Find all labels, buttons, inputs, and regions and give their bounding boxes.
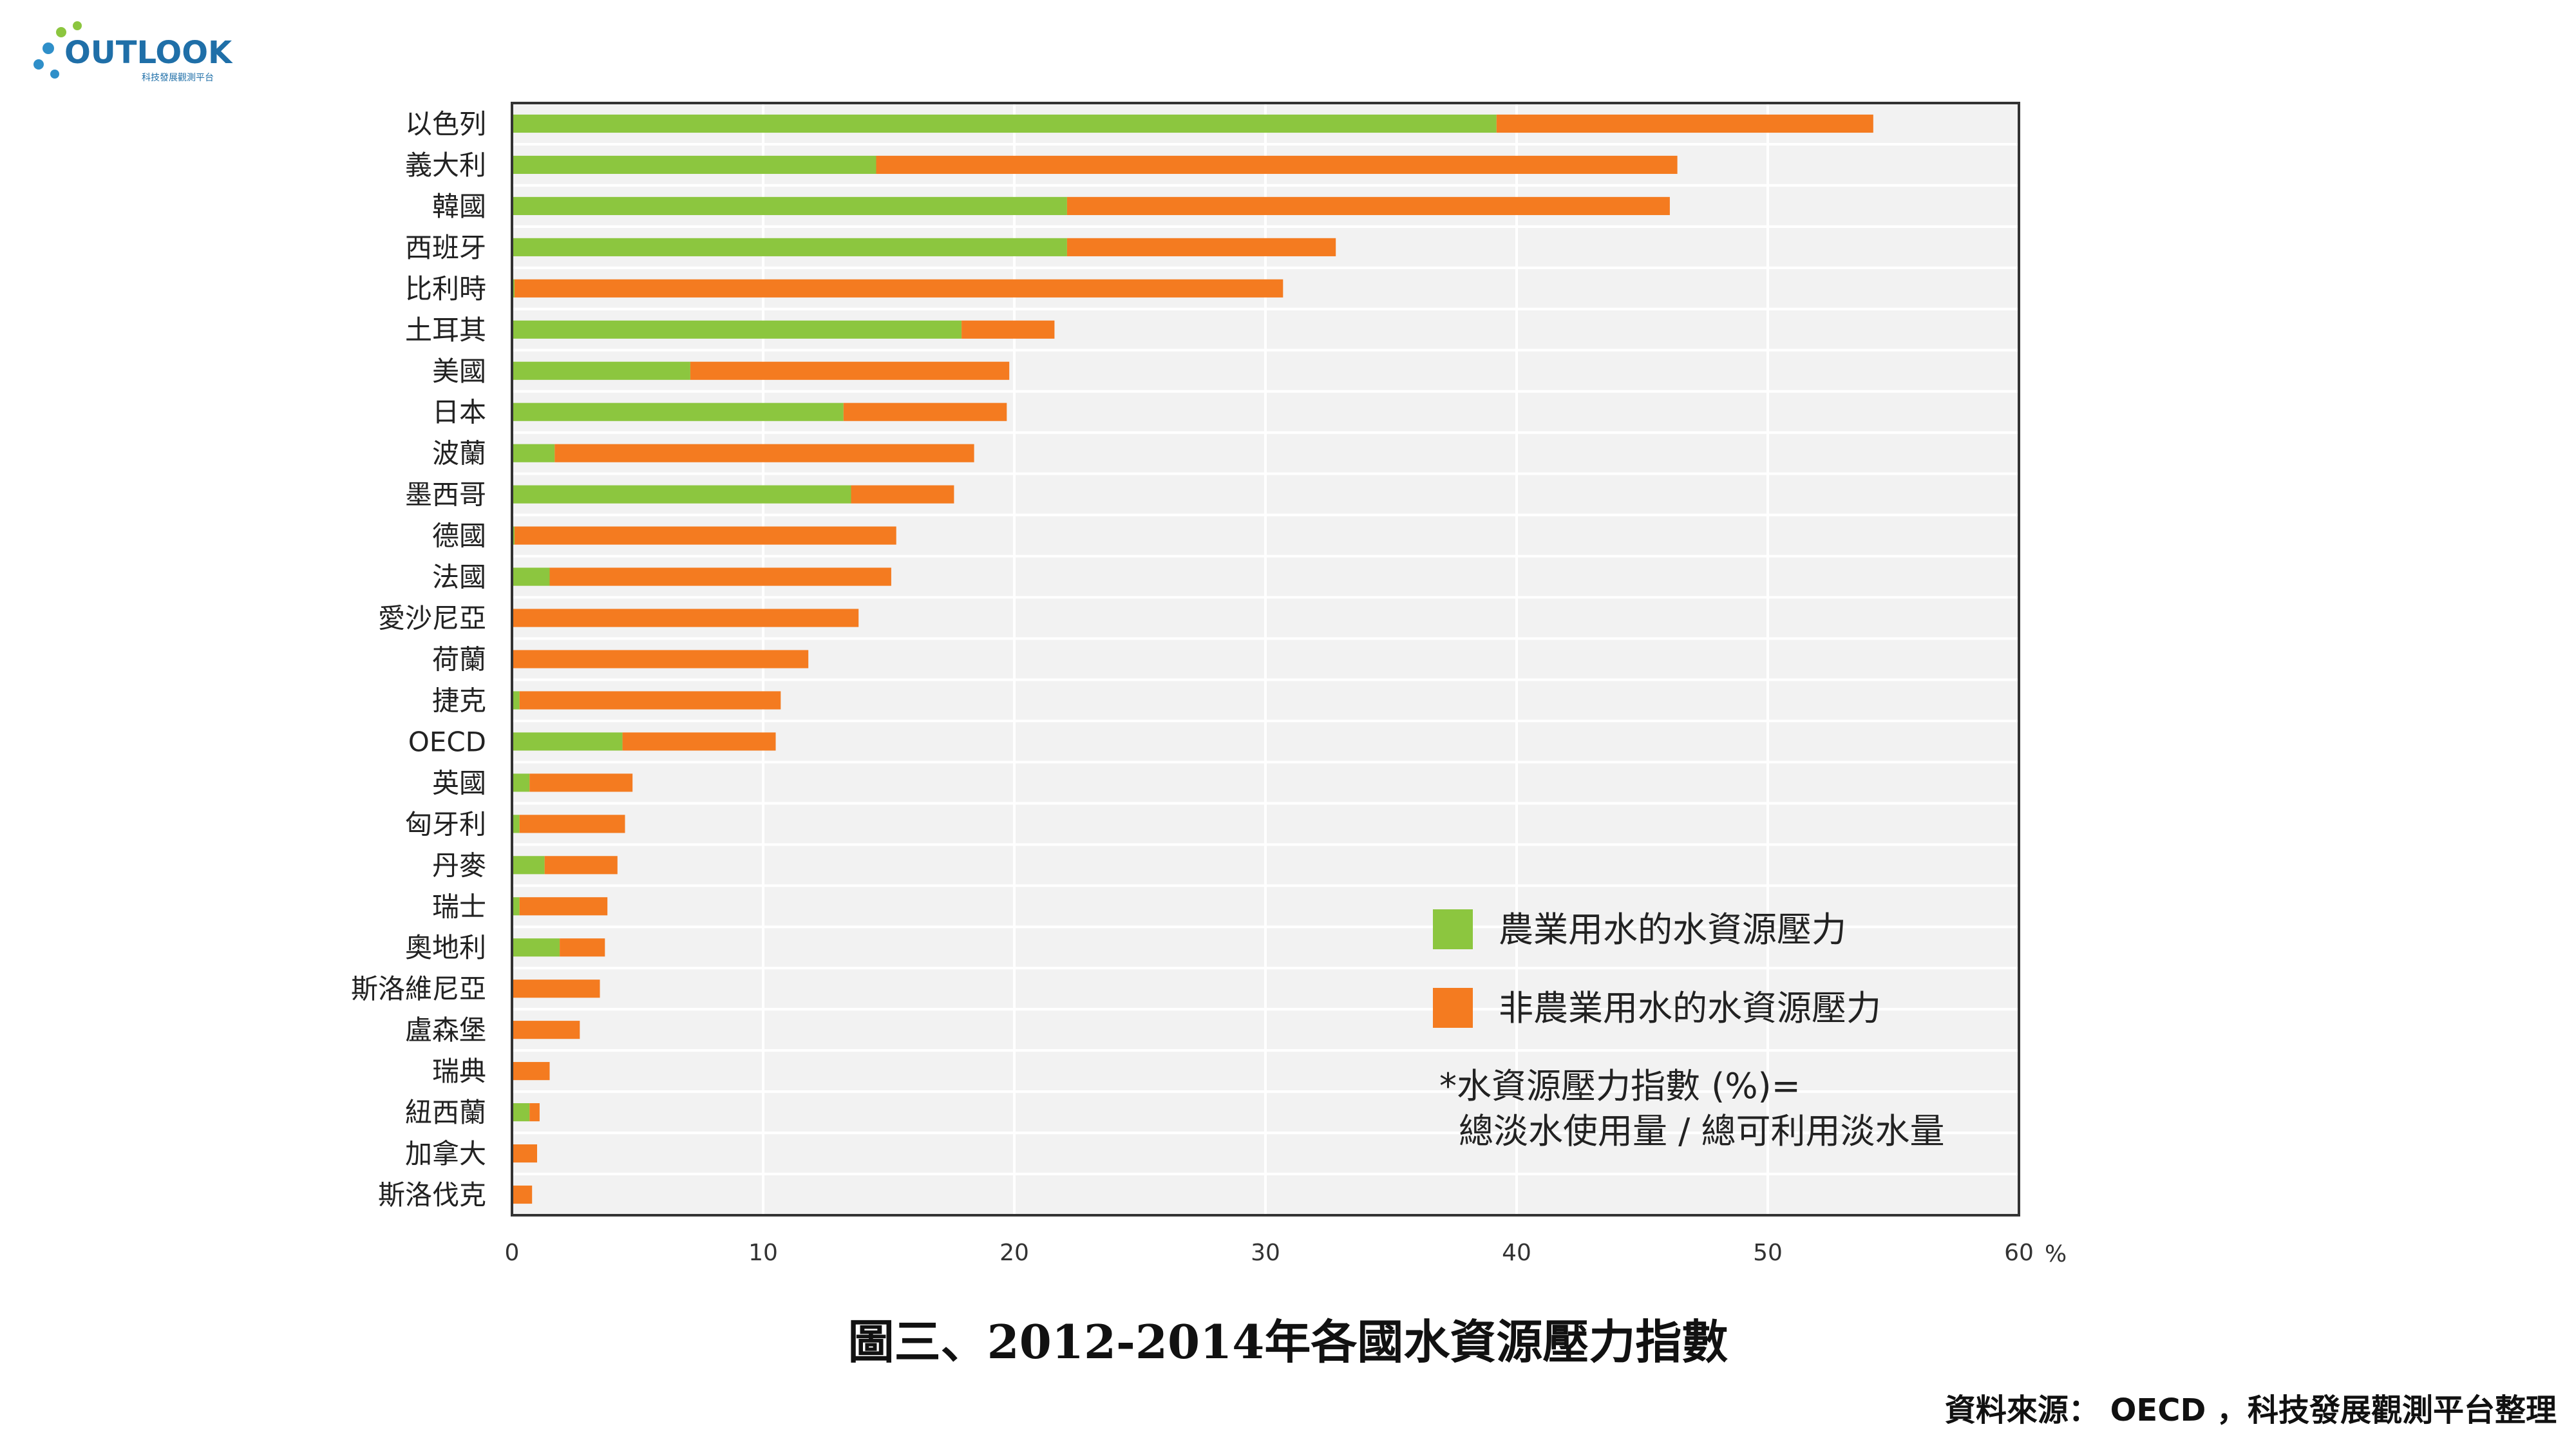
x-tick-label: 60 bbox=[2004, 1240, 2034, 1266]
bar-segment-non-agricultural bbox=[512, 1185, 533, 1204]
x-tick-labels: 0 10 20 30 40 50 60 bbox=[505, 1240, 2034, 1266]
category-label: 波蘭 bbox=[432, 438, 486, 469]
bar-segment-agricultural bbox=[512, 856, 545, 875]
bar-segment-agricultural bbox=[512, 444, 555, 462]
bar-segment-agricultural bbox=[512, 691, 520, 710]
bar-segment-agricultural bbox=[512, 815, 520, 833]
bar-segment-non-agricultural bbox=[1066, 238, 1336, 256]
category-label: 美國 bbox=[432, 355, 486, 387]
category-label: 西班牙 bbox=[405, 232, 486, 263]
bar-segment-non-agricultural bbox=[512, 1144, 537, 1163]
category-label: 義大利 bbox=[405, 149, 486, 181]
bar-segment-non-agricultural bbox=[554, 444, 974, 462]
plot-border bbox=[511, 102, 2020, 1217]
bar-segment-agricultural bbox=[512, 320, 962, 339]
bar-segment-agricultural bbox=[512, 155, 876, 175]
bars bbox=[512, 114, 1873, 1204]
legend-label-non-agricultural: 非農業用水的水資源壓力 bbox=[1499, 988, 1881, 1028]
bar-segment-non-agricultural bbox=[1496, 114, 1873, 133]
note-formula-line1: *水資源壓力指數 (%)= bbox=[1439, 1066, 1801, 1106]
bar-segment-non-agricultural bbox=[851, 485, 954, 504]
category-label: 加拿大 bbox=[405, 1138, 486, 1170]
bar-segment-non-agricultural bbox=[690, 361, 1010, 380]
category-label: 以色列 bbox=[405, 108, 486, 140]
bar-segment-non-agricultural bbox=[529, 773, 633, 792]
category-label: OECD bbox=[408, 726, 486, 757]
category-label: 紐西蘭 bbox=[405, 1097, 486, 1128]
bar-segment-non-agricultural bbox=[512, 1062, 550, 1081]
note-formula-line2: 總淡水使用量 / 總可利用淡水量 bbox=[1459, 1111, 1945, 1151]
category-label: 捷克 bbox=[432, 685, 486, 716]
category-label: 匈牙利 bbox=[405, 808, 486, 840]
bar-segment-non-agricultural bbox=[514, 526, 896, 545]
bar-segment-agricultural bbox=[512, 938, 560, 957]
bar-segment-non-agricultural bbox=[512, 1021, 580, 1039]
logo-mark bbox=[33, 21, 82, 79]
x-tick-label: 20 bbox=[999, 1240, 1029, 1266]
bar-segment-non-agricultural bbox=[544, 856, 618, 875]
category-label: 英國 bbox=[432, 767, 486, 799]
category-label: 瑞士 bbox=[432, 891, 486, 922]
bar-segment-agricultural bbox=[512, 567, 550, 586]
bar-segment-agricultural bbox=[512, 361, 690, 380]
bar-segment-agricultural bbox=[512, 485, 851, 504]
bar-segment-non-agricultural bbox=[549, 567, 891, 586]
category-label: 土耳其 bbox=[405, 314, 486, 346]
source-note: 資料來源： OECD ，科技發展觀測平台整理 bbox=[1944, 1392, 2557, 1428]
bar-segment-non-agricultural bbox=[843, 402, 1007, 421]
bar-segment-agricultural bbox=[512, 114, 1497, 133]
legend-swatch-non-agricultural bbox=[1433, 988, 1473, 1028]
category-label: 丹麥 bbox=[432, 849, 486, 881]
bar-segment-agricultural bbox=[512, 196, 1067, 215]
bar-segment-non-agricultural bbox=[514, 279, 1283, 298]
category-label: 比利時 bbox=[405, 273, 486, 305]
bar-segment-non-agricultural bbox=[529, 1103, 540, 1122]
bar-segment-non-agricultural bbox=[1066, 196, 1670, 215]
bar-segment-non-agricultural bbox=[560, 938, 605, 957]
bar-segment-agricultural bbox=[512, 732, 623, 751]
bar-segment-non-agricultural bbox=[512, 609, 859, 627]
x-unit-label: % bbox=[2045, 1241, 2067, 1267]
x-tick-label: 10 bbox=[748, 1240, 778, 1266]
bar-segment-non-agricultural bbox=[512, 650, 809, 668]
logo-text: OUTLOOK bbox=[64, 35, 233, 71]
x-tick-label: 50 bbox=[1753, 1240, 1783, 1266]
category-label: 日本 bbox=[432, 397, 486, 428]
figure-caption: 圖三、2012-2014年各國水資源壓力指數 bbox=[848, 1314, 1728, 1369]
bar-segment-non-agricultural bbox=[512, 980, 600, 998]
bar-segment-non-agricultural bbox=[622, 732, 776, 751]
category-label: 奧地利 bbox=[405, 932, 486, 963]
category-label: 斯洛伐克 bbox=[378, 1179, 486, 1211]
x-tick-label: 30 bbox=[1251, 1240, 1280, 1266]
category-label: 愛沙尼亞 bbox=[378, 603, 486, 634]
category-label: 韓國 bbox=[432, 191, 486, 222]
grid bbox=[512, 103, 2019, 1215]
category-label: 盧森堡 bbox=[405, 1014, 486, 1046]
category-label: 法國 bbox=[432, 562, 486, 593]
bar-segment-non-agricultural bbox=[519, 897, 608, 916]
bar-segment-non-agricultural bbox=[519, 815, 625, 833]
category-label: 德國 bbox=[432, 520, 486, 552]
legend: 農業用水的水資源壓力 非農業用水的水資源壓力 bbox=[1433, 909, 1881, 1028]
bar-segment-non-agricultural bbox=[961, 320, 1055, 339]
category-label: 斯洛維尼亞 bbox=[351, 973, 486, 1005]
legend-label-agricultural: 農業用水的水資源壓力 bbox=[1499, 909, 1846, 950]
x-tick-label: 40 bbox=[1502, 1240, 1531, 1266]
category-label: 荷蘭 bbox=[432, 644, 486, 676]
category-label: 瑞典 bbox=[432, 1056, 486, 1087]
bar-segment-non-agricultural bbox=[519, 691, 781, 710]
bar-segment-agricultural bbox=[512, 402, 844, 421]
outlook-logo: OUTLOOK 科技發展觀測平台 bbox=[33, 21, 233, 83]
bar-segment-non-agricultural bbox=[876, 155, 1678, 175]
category-label: 墨西哥 bbox=[405, 479, 486, 511]
logo-subtext: 科技發展觀測平台 bbox=[142, 73, 214, 83]
legend-swatch-agricultural bbox=[1433, 909, 1473, 949]
bar-segment-agricultural bbox=[512, 897, 520, 916]
x-tick-label: 0 bbox=[505, 1240, 520, 1266]
bar-segment-agricultural bbox=[512, 238, 1067, 256]
bar-segment-agricultural bbox=[512, 773, 530, 792]
bar-segment-agricultural bbox=[512, 1103, 530, 1122]
